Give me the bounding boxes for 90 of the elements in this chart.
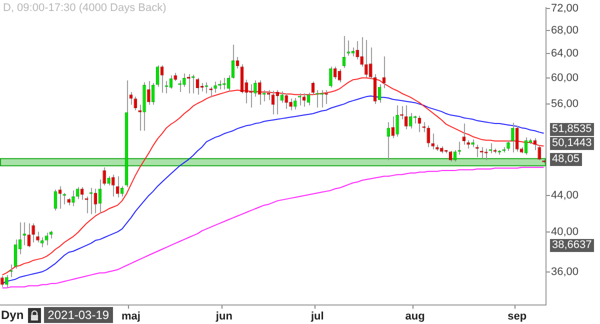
candlestick	[515, 125, 519, 152]
text: Dyn	[0, 308, 25, 322]
candlestick	[196, 77, 200, 96]
candlestick	[186, 74, 190, 94]
candlestick	[289, 98, 292, 111]
candlestick	[160, 64, 164, 94]
y-tick-label: 44,00	[551, 190, 579, 202]
candlestick	[14, 238, 18, 270]
x-tick-label: maj	[121, 310, 140, 322]
candlestick	[306, 92, 310, 106]
candlestick	[404, 104, 408, 130]
chart-title: D, 09:00-17:30 (4000 Days Back)	[3, 2, 166, 14]
text: 38,6637	[550, 239, 594, 252]
candlestick	[311, 81, 315, 96]
candlestick	[156, 64, 160, 88]
candlestick	[254, 80, 257, 98]
candlestick	[54, 189, 58, 212]
candlestick	[209, 86, 213, 98]
candlestick	[294, 98, 296, 110]
candlestick	[191, 74, 195, 94]
y-tick-label: 36,00	[551, 266, 579, 278]
text: 50,1443	[550, 137, 594, 150]
candlestick	[431, 133, 434, 150]
candlestick	[418, 115, 422, 133]
candlestick	[360, 36, 364, 68]
text: 51,8535	[550, 123, 594, 136]
x-tick-label: jun	[214, 310, 233, 322]
candlestick	[76, 186, 80, 200]
y-tick-label: 68,00	[551, 24, 579, 36]
candlestick	[102, 166, 106, 186]
candlestick	[342, 35, 346, 68]
candlestick	[408, 112, 412, 130]
candlestick	[182, 72, 186, 88]
candlestick	[147, 80, 150, 106]
candlestick	[151, 82, 155, 106]
candlestick	[112, 174, 114, 197]
candlestick	[62, 192, 66, 205]
y-tick-label: 56,00	[551, 98, 579, 110]
candlestick	[178, 80, 182, 93]
candlestick	[382, 56, 386, 89]
candlestick	[488, 142, 492, 154]
text: 2021-03-19	[44, 307, 114, 323]
candlestick	[27, 222, 31, 248]
candlestick	[218, 80, 222, 90]
candlestick	[462, 123, 466, 146]
candlestick	[396, 104, 399, 138]
candlestick	[333, 66, 337, 80]
candlestick	[476, 144, 479, 158]
candlestick	[506, 140, 510, 152]
candlestick	[271, 90, 275, 115]
x-tick-label: aug	[405, 310, 425, 322]
x-tick-label: sep	[508, 310, 527, 322]
y-tick-label: 60,00	[551, 72, 579, 84]
candlestick	[116, 176, 120, 198]
candlestick	[0, 276, 4, 288]
y-tick-label: 64,00	[551, 47, 579, 60]
candlestick	[36, 231, 40, 243]
candlestick	[214, 81, 217, 94]
candlestick	[258, 80, 262, 106]
candlestick	[391, 116, 395, 139]
candlestick	[169, 74, 173, 90]
candlestick	[346, 40, 350, 56]
y-tick-label: 72,00	[551, 2, 579, 15]
candlestick	[4, 274, 8, 288]
candlestick	[426, 125, 430, 148]
candlestick	[222, 77, 226, 90]
candlestick	[329, 66, 332, 88]
candlestick	[276, 90, 280, 115]
candlestick	[511, 122, 514, 153]
candlestick	[72, 190, 75, 207]
candlestick	[378, 84, 382, 104]
candlestick	[386, 122, 390, 161]
candlestick	[338, 68, 342, 83]
candlestick	[538, 145, 542, 161]
candlestick	[284, 92, 288, 110]
candlestick	[236, 56, 240, 69]
candlestick	[89, 187, 93, 215]
candlestick	[32, 222, 35, 243]
candlestick	[94, 188, 98, 214]
y-tick-label: 40,00	[551, 226, 579, 238]
x-tick-label: jul	[310, 310, 324, 322]
candlestick	[44, 232, 48, 246]
candlestick	[120, 186, 124, 197]
text: 48,05	[550, 153, 582, 166]
candlestick	[480, 146, 484, 160]
candlestick	[524, 136, 528, 156]
candlestick	[58, 186, 62, 210]
candlestick	[134, 96, 138, 111]
candlestick	[107, 176, 110, 186]
candlestick	[98, 179, 102, 214]
